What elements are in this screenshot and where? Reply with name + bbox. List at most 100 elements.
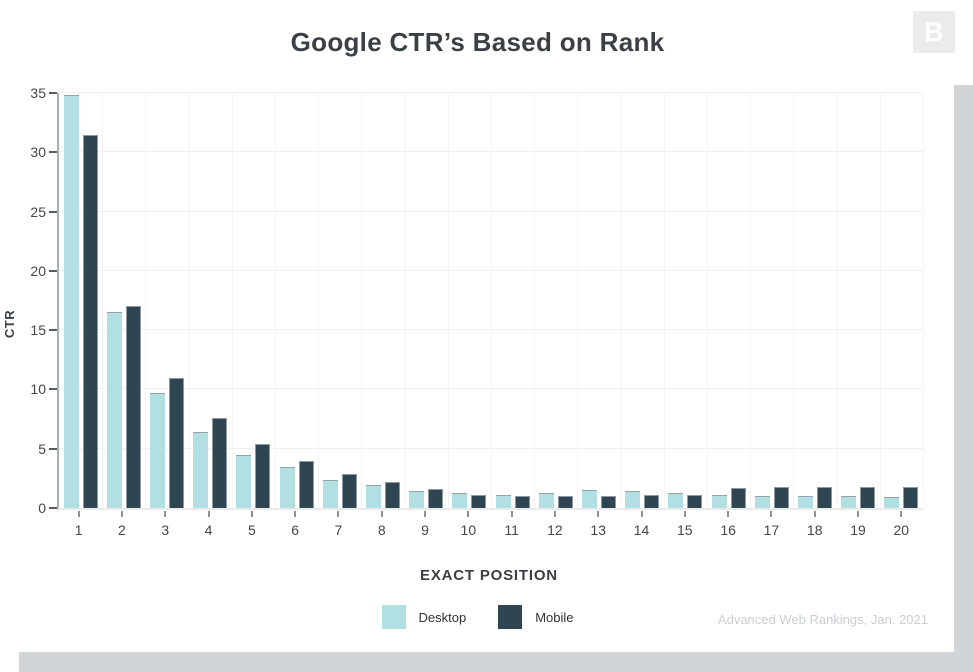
x-tick-label: 9 bbox=[421, 522, 429, 538]
bar-desktop-position-10 bbox=[452, 492, 468, 508]
x-tick-mark bbox=[337, 511, 340, 517]
bar-desktop-position-13 bbox=[582, 490, 598, 508]
bar-mobile-position-6 bbox=[298, 460, 314, 508]
chart-title: Google CTR’s Based on Rank bbox=[290, 27, 665, 57]
x-tick-label: 5 bbox=[247, 522, 256, 538]
x-axis-cell: 5 bbox=[230, 511, 273, 538]
x-axis-cell: 20 bbox=[880, 511, 923, 538]
x-tick-mark bbox=[250, 511, 253, 517]
x-axis-cell: 6 bbox=[273, 511, 316, 538]
bar-group-position-2 bbox=[102, 93, 145, 508]
x-tick-label: 19 bbox=[850, 522, 866, 538]
x-tick-label: 20 bbox=[893, 522, 910, 538]
y-tick-mark bbox=[49, 329, 57, 332]
x-tick-mark bbox=[380, 511, 383, 517]
bar-mobile-position-17 bbox=[773, 486, 789, 508]
vertical-gridline bbox=[491, 93, 492, 508]
bar-group-position-13 bbox=[577, 93, 620, 508]
x-axis-cell: 16 bbox=[706, 511, 749, 538]
bar-desktop-position-11 bbox=[495, 494, 511, 508]
x-axis-cell: 11 bbox=[490, 511, 533, 538]
x-tick-label: 14 bbox=[633, 522, 650, 538]
bar-group-position-3 bbox=[145, 93, 188, 508]
x-tick-label: 17 bbox=[763, 522, 780, 538]
x-tick-label: 12 bbox=[547, 522, 563, 538]
vertical-gridline bbox=[750, 93, 752, 508]
brand-logo-letter: B bbox=[924, 16, 944, 47]
y-tick-mark bbox=[49, 507, 57, 509]
bar-mobile-position-11 bbox=[514, 496, 530, 508]
bar-desktop-position-9 bbox=[409, 491, 425, 508]
bar-mobile-position-2 bbox=[125, 306, 141, 508]
bar-group-position-20 bbox=[880, 93, 923, 508]
y-tick-label: 25 bbox=[30, 203, 46, 220]
x-tick-mark bbox=[424, 511, 427, 517]
x-tick-label: 11 bbox=[504, 522, 519, 538]
x-tick-mark bbox=[813, 511, 816, 517]
bar-mobile-position-5 bbox=[255, 443, 271, 508]
x-axis-title: EXACT POSITION bbox=[420, 567, 558, 584]
bar-group-position-8 bbox=[361, 93, 404, 508]
legend-label-desktop: Desktop bbox=[418, 609, 467, 625]
x-tick-mark bbox=[770, 511, 773, 517]
legend: Desktop Mobile bbox=[0, 605, 955, 629]
bar-group-position-12 bbox=[534, 93, 577, 508]
x-tick-label: 1 bbox=[74, 522, 83, 538]
source-attribution: Advanced Web Rankings, Jan. 2021 bbox=[717, 612, 928, 627]
x-axis-cell: 15 bbox=[663, 511, 706, 538]
bar-desktop-position-6 bbox=[279, 466, 295, 508]
bar-group-position-9 bbox=[405, 93, 448, 508]
vertical-gridline bbox=[318, 93, 320, 508]
y-tick-label: 10 bbox=[30, 381, 46, 398]
x-tick-label: 4 bbox=[204, 522, 213, 538]
x-tick-mark bbox=[856, 511, 859, 517]
bar-group-position-14 bbox=[621, 93, 664, 508]
vertical-gridline bbox=[275, 93, 276, 508]
x-tick-label: 3 bbox=[161, 522, 170, 538]
vertical-gridline bbox=[879, 93, 881, 508]
x-tick-label: 18 bbox=[806, 522, 823, 538]
bar-group-position-15 bbox=[664, 93, 707, 508]
bar-group-position-7 bbox=[318, 93, 361, 508]
x-axis-cell: 13 bbox=[577, 511, 620, 538]
x-tick-label: 2 bbox=[118, 522, 126, 538]
x-tick-label: 10 bbox=[460, 522, 477, 538]
bar-desktop-position-7 bbox=[322, 479, 338, 508]
vertical-gridline bbox=[577, 93, 579, 508]
bar-mobile-position-4 bbox=[212, 417, 228, 508]
bar-group-position-4 bbox=[189, 93, 232, 508]
bar-group-position-11 bbox=[491, 93, 534, 508]
bar-mobile-position-14 bbox=[644, 494, 660, 508]
vertical-gridline bbox=[145, 93, 147, 508]
bar-mobile-position-20 bbox=[903, 486, 919, 508]
y-tick-mark bbox=[49, 447, 57, 450]
legend-label-mobile: Mobile bbox=[535, 609, 574, 625]
x-tick-label: 8 bbox=[377, 522, 386, 538]
bar-desktop-position-16 bbox=[711, 494, 727, 508]
x-axis-cell: 12 bbox=[533, 511, 576, 538]
bar-desktop-position-12 bbox=[538, 492, 554, 508]
vertical-gridline bbox=[707, 93, 708, 508]
vertical-gridline bbox=[231, 93, 233, 508]
x-tick-label: 6 bbox=[291, 522, 300, 538]
bar-mobile-position-16 bbox=[730, 487, 746, 508]
bar-group-position-17 bbox=[750, 93, 793, 508]
x-tick-mark bbox=[120, 511, 123, 517]
vertical-gridline bbox=[620, 93, 622, 508]
bar-desktop-position-18 bbox=[798, 496, 814, 508]
vertical-gridline bbox=[663, 93, 665, 508]
bar-mobile-position-1 bbox=[82, 134, 98, 508]
bar-group-position-19 bbox=[837, 93, 880, 508]
bar-mobile-position-8 bbox=[385, 481, 401, 508]
bar-desktop-position-1 bbox=[63, 95, 79, 508]
x-tick-label: 15 bbox=[677, 522, 693, 538]
x-axis-cell: 19 bbox=[836, 511, 879, 538]
x-tick-mark bbox=[294, 511, 297, 517]
y-tick-mark bbox=[49, 92, 57, 94]
x-axis: 1 2 3 4 5 6 7 8 9 10 11 12 13 14 15 16 17 18 19 20 bbox=[57, 511, 923, 538]
y-tick-label: 30 bbox=[30, 144, 46, 161]
bar-desktop-position-5 bbox=[236, 454, 252, 508]
y-tick-mark bbox=[49, 210, 57, 213]
bar-mobile-position-9 bbox=[428, 489, 444, 508]
